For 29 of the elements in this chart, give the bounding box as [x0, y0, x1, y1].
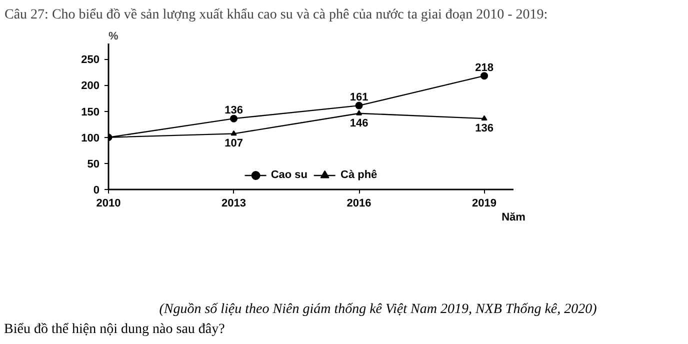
point: [230, 114, 238, 122]
point: [230, 130, 237, 136]
point: [356, 110, 362, 116]
x-tick-label: 2010: [96, 198, 121, 210]
text: (Nguồn số liệu theo Niên giám thống kê Việt Nam 2019, NXB Thống kê, 2020): [159, 301, 597, 319]
point: [480, 72, 488, 80]
legend-label: Cao su: [270, 169, 308, 181]
y-tick-label: 100: [81, 132, 100, 144]
data-label: 136: [475, 122, 494, 135]
y-axis-title: %: [108, 30, 118, 42]
y-tick-label: 250: [81, 54, 100, 66]
point: [355, 102, 363, 110]
x-tick-label: 2013: [222, 198, 246, 210]
y-tick-label: 200: [81, 80, 100, 92]
legend-label: Cà phê: [340, 169, 378, 181]
y-tick-label: 0: [93, 184, 100, 196]
data-label: 146: [350, 117, 368, 130]
x-tick-label: 2019: [472, 198, 497, 210]
text: Biểu đồ thể hiện nội dung nào sau đây?: [4, 321, 225, 339]
point: [481, 115, 488, 121]
data-label: 136: [224, 104, 243, 117]
chart-title: Câu 27: Cho biểu đồ về sản lượng xuất khẩu cao su và cà phê của nước ta giai đoạn 2010 - 2019:: [4, 8, 548, 22]
data-label: 107: [224, 138, 243, 150]
y-tick-label: 150: [81, 106, 100, 118]
data-label: 161: [350, 92, 368, 104]
y-tick-label: 50: [87, 158, 100, 170]
x-tick-label: 2016: [346, 198, 372, 210]
data-label: 218: [475, 62, 494, 74]
x-axis-title: Năm: [502, 212, 526, 224]
